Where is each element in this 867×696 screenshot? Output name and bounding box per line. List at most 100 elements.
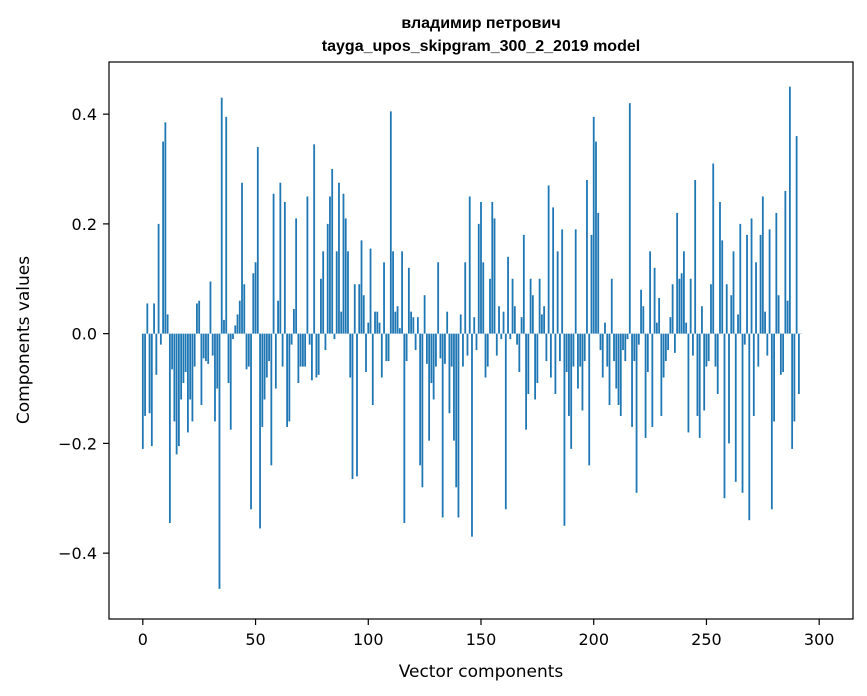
bar bbox=[471, 333, 473, 537]
bar bbox=[243, 284, 246, 334]
bar bbox=[685, 322, 688, 334]
bar bbox=[495, 333, 498, 356]
bar bbox=[150, 333, 153, 447]
bar bbox=[770, 333, 773, 510]
bar bbox=[317, 333, 320, 375]
bar bbox=[457, 333, 460, 518]
bar bbox=[631, 333, 633, 427]
bar bbox=[439, 333, 442, 359]
bar bbox=[525, 333, 527, 430]
bar bbox=[610, 278, 613, 334]
bar bbox=[608, 333, 611, 405]
bar bbox=[200, 333, 203, 405]
bar bbox=[626, 333, 629, 340]
bar bbox=[779, 333, 782, 375]
bar bbox=[511, 278, 514, 334]
bar bbox=[403, 333, 406, 523]
y-tick-label: −0.2 bbox=[58, 434, 97, 453]
bar bbox=[489, 278, 491, 334]
bar bbox=[254, 262, 257, 334]
bar bbox=[164, 122, 167, 334]
bar bbox=[353, 284, 356, 334]
bar bbox=[405, 333, 408, 362]
bar bbox=[198, 300, 201, 334]
bar bbox=[292, 308, 295, 334]
y-tick-label: 0.0 bbox=[72, 325, 97, 344]
bar bbox=[342, 193, 345, 334]
bar bbox=[462, 333, 464, 367]
bar bbox=[673, 333, 676, 353]
bar bbox=[159, 333, 162, 345]
bar bbox=[144, 333, 146, 416]
bar bbox=[301, 333, 304, 367]
bar bbox=[425, 333, 428, 364]
bar bbox=[214, 333, 216, 422]
bar bbox=[773, 333, 775, 422]
bar bbox=[374, 311, 376, 334]
bar bbox=[730, 295, 733, 334]
chart-title-line-2: tayga_upos_skipgram_300_2_2019 model bbox=[322, 38, 640, 55]
bar bbox=[270, 333, 273, 466]
bar bbox=[482, 262, 485, 334]
bar bbox=[795, 136, 798, 334]
bar bbox=[559, 333, 561, 362]
bar bbox=[480, 201, 482, 334]
bar bbox=[622, 333, 624, 351]
bar bbox=[676, 212, 679, 334]
bar bbox=[223, 319, 225, 334]
bar bbox=[597, 212, 600, 334]
bar bbox=[752, 333, 755, 416]
bar bbox=[184, 333, 187, 373]
bar bbox=[554, 333, 557, 394]
y-tick-label: −0.4 bbox=[58, 544, 97, 563]
x-axis: 0 50 100 150 200 250 300 bbox=[138, 619, 834, 649]
bar bbox=[502, 311, 505, 334]
bar bbox=[358, 284, 361, 334]
bar bbox=[680, 273, 683, 334]
bar bbox=[387, 333, 390, 362]
bar bbox=[340, 311, 343, 334]
bar bbox=[394, 311, 397, 334]
bar bbox=[428, 333, 431, 441]
bar bbox=[522, 234, 525, 334]
bar bbox=[671, 284, 674, 334]
bar bbox=[367, 322, 370, 334]
bar bbox=[660, 333, 663, 416]
bar bbox=[599, 333, 602, 351]
bar bbox=[234, 325, 237, 334]
bar bbox=[556, 251, 559, 334]
bar bbox=[741, 333, 744, 493]
bar bbox=[320, 278, 322, 334]
bar bbox=[423, 295, 426, 334]
x-tick-label: 0 bbox=[138, 630, 148, 649]
bar bbox=[333, 333, 336, 340]
bar bbox=[782, 333, 785, 373]
bar bbox=[247, 333, 250, 367]
bar bbox=[766, 333, 769, 356]
bar bbox=[540, 314, 543, 334]
bar bbox=[678, 278, 681, 334]
bar bbox=[283, 201, 286, 334]
bar bbox=[703, 333, 706, 411]
bar bbox=[466, 333, 469, 356]
bar bbox=[241, 182, 243, 334]
chart-title-line-1: владимир петрович bbox=[401, 15, 560, 32]
bar bbox=[473, 317, 476, 334]
x-tick-label: 100 bbox=[353, 630, 384, 649]
bar bbox=[166, 314, 169, 334]
bar bbox=[329, 196, 331, 334]
bar bbox=[277, 300, 279, 334]
bar bbox=[710, 284, 712, 334]
bar bbox=[322, 251, 325, 334]
plot-frame bbox=[108, 61, 854, 620]
bar bbox=[635, 333, 638, 493]
bar bbox=[586, 179, 588, 334]
bar bbox=[220, 97, 223, 334]
bar bbox=[216, 333, 219, 389]
bar bbox=[624, 333, 627, 362]
bar bbox=[572, 333, 575, 367]
bar bbox=[148, 333, 151, 414]
bar bbox=[791, 333, 794, 449]
bar bbox=[536, 333, 539, 384]
